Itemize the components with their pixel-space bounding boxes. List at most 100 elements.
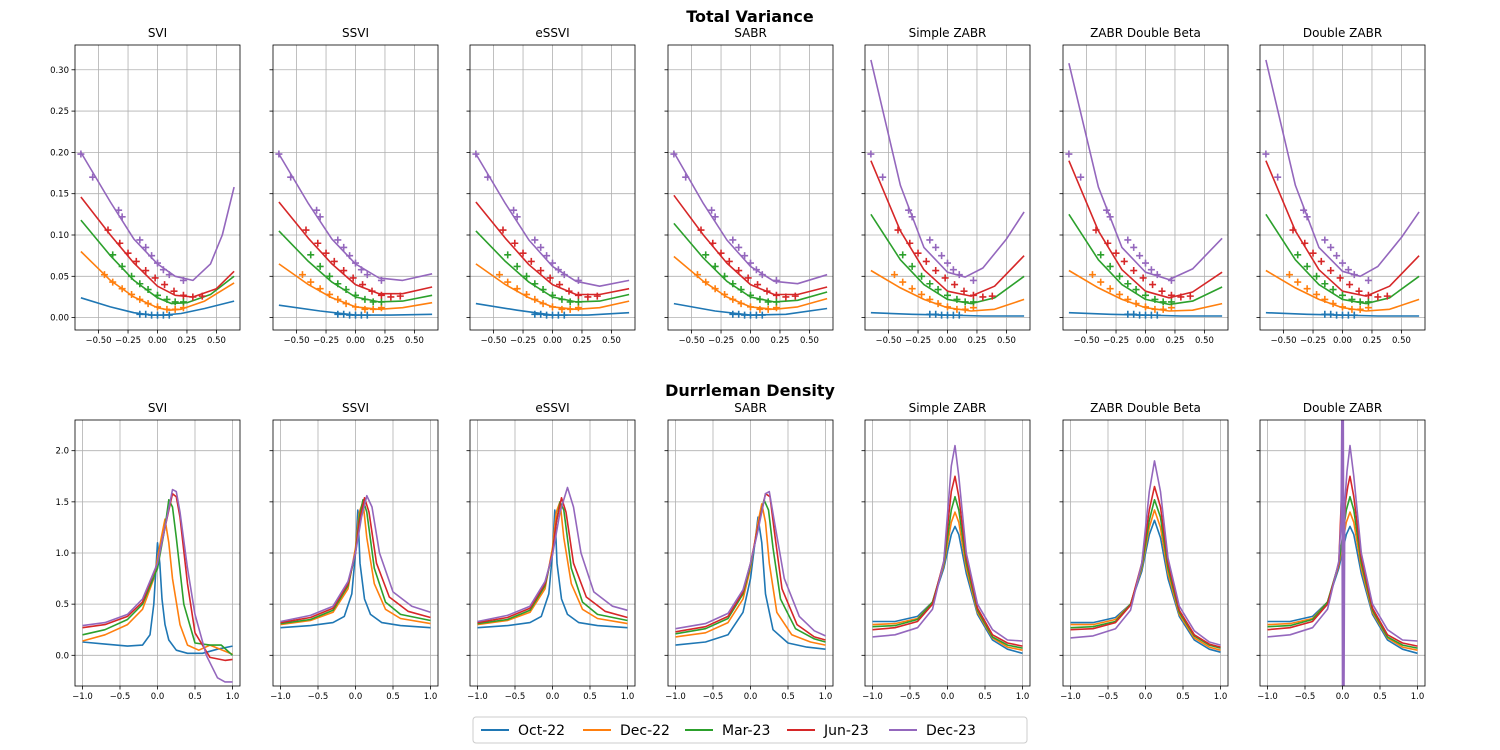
subplot-variance-sabr: −0.50 −0.25 0.00 0.25 0.50 SABR [664, 26, 834, 346]
marker-dec-22 [558, 305, 566, 313]
marker-dec-23 [969, 276, 977, 284]
series-line-dec-23 [675, 490, 826, 637]
plot-area-density-ssvi [280, 494, 431, 629]
marker-dec-22 [118, 285, 126, 293]
x-tick-label: 0.50 [800, 336, 819, 346]
marker-mar-23 [144, 286, 152, 294]
x-tick-label: −0.50 [1074, 336, 1100, 346]
marker-dec-23 [711, 213, 719, 221]
marker-oct-22 [926, 310, 934, 318]
marker-oct-22 [944, 311, 951, 319]
marker-jun-23 [709, 239, 717, 247]
marker-dec-23 [1333, 252, 1341, 260]
marker-oct-22 [340, 310, 348, 318]
marker-oct-22 [741, 311, 749, 319]
marker-jun-23 [116, 239, 124, 247]
marker-dec-23 [543, 252, 551, 260]
marker-dec-22 [721, 290, 729, 298]
subplot-title: SVI [148, 26, 167, 40]
marker-oct-22 [955, 311, 963, 319]
marker-mar-23 [326, 272, 334, 280]
marker-jun-23 [1139, 274, 1147, 282]
marker-dec-22 [523, 290, 531, 298]
marker-dec-22 [711, 285, 719, 293]
marker-jun-23 [922, 257, 930, 265]
grid-variance-double-zabr [1260, 45, 1425, 330]
marker-jun-23 [322, 249, 330, 257]
x-tick-label: 0.0 [941, 692, 955, 702]
marker-jun-23 [1355, 287, 1363, 295]
marker-jun-23 [527, 257, 535, 265]
subplot-title: SSVI [342, 401, 369, 415]
x-tick-label: 1.0 [226, 692, 240, 702]
x-tick-label: 0.50 [602, 336, 621, 346]
series-line-mar-23 [80, 219, 235, 305]
marker-dec-22 [326, 290, 334, 298]
marker-mar-23 [969, 298, 977, 306]
series-line-mar-23 [870, 213, 1025, 305]
marker-dec-22 [539, 300, 547, 308]
y-tick-label: 0.0 [55, 651, 69, 661]
marker-jun-23 [546, 274, 554, 282]
marker-mar-23 [154, 291, 161, 299]
x-tick-label: −0.50 [481, 336, 507, 346]
marker-dec-23 [955, 271, 963, 279]
marker-mar-23 [729, 280, 737, 288]
marker-oct-22 [758, 311, 766, 319]
x-tick-label: 0.5 [386, 692, 400, 702]
marker-mar-23 [1116, 272, 1124, 280]
series-line-dec-23 [1267, 420, 1418, 686]
x-tick-label: 0.25 [967, 336, 986, 346]
marker-dec-22 [764, 305, 772, 313]
marker-dec-23 [537, 243, 545, 251]
marker-jun-23 [1346, 281, 1354, 289]
subplot-density-essvi: −1.0 −0.5 0.0 0.5 1.0 eSSVI [466, 401, 636, 702]
marker-jun-23 [574, 291, 582, 299]
marker-jun-23 [511, 239, 519, 247]
marker-mar-23 [1313, 272, 1321, 280]
subplot-title: SABR [734, 26, 767, 40]
marker-jun-23 [744, 274, 752, 282]
marker-dec-22 [316, 285, 324, 293]
marker-dec-23 [729, 236, 737, 244]
marker-dec-22 [369, 305, 377, 313]
series-line-jun-23 [278, 201, 433, 295]
marker-dec-22 [756, 305, 764, 313]
marker-oct-22 [735, 310, 743, 318]
marker-dec-23 [670, 150, 678, 158]
marker-jun-23 [906, 239, 914, 247]
marker-mar-23 [1097, 251, 1105, 259]
marker-dec-23 [179, 276, 187, 284]
marker-dec-22 [1159, 305, 1167, 313]
marker-mar-23 [179, 298, 187, 306]
x-tick-label: 0.00 [346, 336, 365, 346]
subplot-variance-double-zabr: −0.50 −0.25 0.00 0.25 0.50 Double ZABR [1256, 26, 1426, 346]
marker-dec-23 [682, 173, 690, 181]
marker-mar-23 [171, 298, 179, 306]
series-line-jun-23 [80, 196, 235, 298]
y-tick-label: 0.30 [50, 66, 69, 76]
x-tick-label: 1.0 [621, 692, 635, 702]
marker-oct-22 [334, 310, 342, 318]
x-tick-label: 0.25 [770, 336, 789, 346]
marker-oct-22 [1327, 310, 1335, 318]
marker-jun-23 [1120, 257, 1128, 265]
marker-dec-23 [148, 252, 156, 260]
marker-dec-23 [735, 243, 743, 251]
marker-dec-23 [513, 213, 521, 221]
marker-mar-23 [1348, 295, 1356, 303]
marker-mar-23 [574, 298, 582, 306]
subplot-variance-simple-zabr: −0.50 −0.25 0.00 0.25 0.50 Simple ZABR [861, 26, 1031, 346]
x-tick-label: −0.5 [703, 692, 724, 702]
x-tick-label: 0.00 [938, 336, 957, 346]
marker-dec-23 [313, 206, 321, 214]
marker-dec-22 [513, 285, 521, 293]
x-tick-label: −0.50 [679, 336, 705, 346]
marker-dec-23 [1077, 173, 1085, 181]
subplot-title: Simple ZABR [909, 401, 987, 415]
marker-dec-22 [1116, 290, 1124, 298]
marker-oct-22 [357, 311, 365, 319]
series-line-dec-23 [280, 494, 431, 623]
marker-dec-23 [908, 213, 916, 221]
